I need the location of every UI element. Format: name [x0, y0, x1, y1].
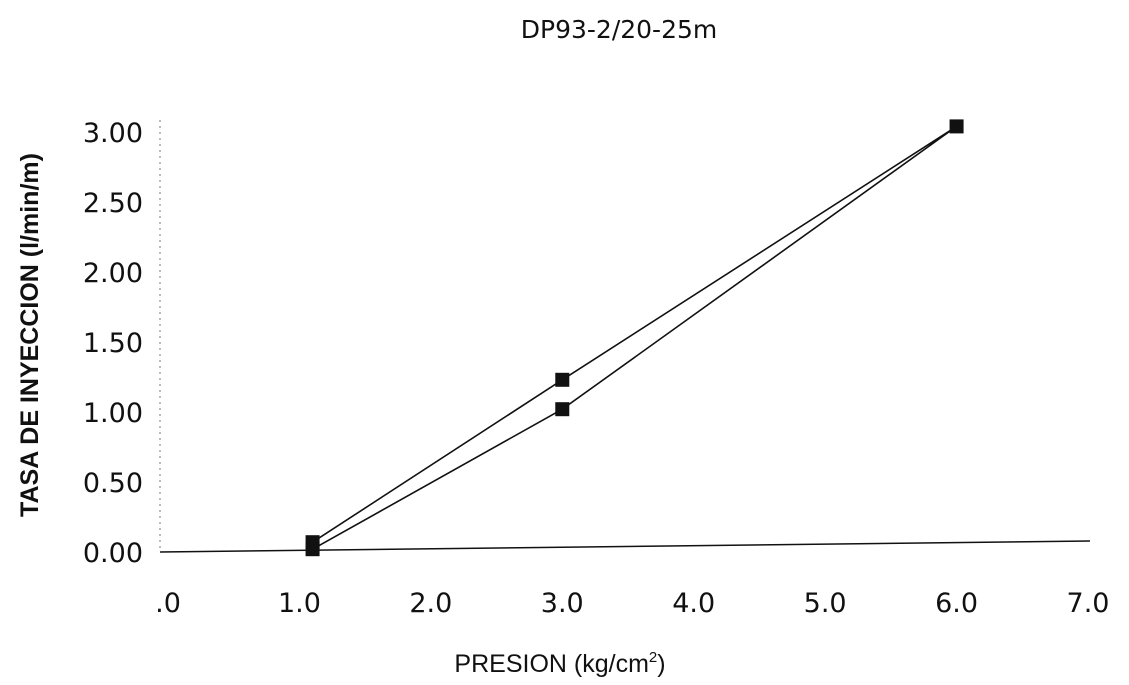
x-tick-label: 5.0	[804, 588, 847, 619]
y-tick-label: 0.50	[83, 468, 143, 499]
x-tick-label: .0	[155, 588, 181, 619]
x-tick-label: 4.0	[672, 588, 715, 619]
data-point-marker	[555, 372, 570, 387]
x-tick-label: 7.0	[1067, 588, 1110, 619]
y-tick-label: 0.00	[83, 538, 143, 569]
x-axis-title-main: PRESION (kg/cm	[454, 650, 648, 678]
y-tick-label: 2.00	[83, 258, 143, 289]
x-axis-title-suffix: )	[657, 650, 665, 678]
y-tick-label: 1.00	[83, 398, 143, 429]
x-axis-title-superscript: 2	[649, 649, 657, 666]
chart-title: DP93-2/20-25m	[521, 15, 717, 44]
y-tick-label: 2.50	[83, 188, 143, 219]
y-tick-label: 3.00	[83, 118, 143, 149]
x-tick-label: 2.0	[409, 588, 452, 619]
x-tick-label: 3.0	[541, 588, 584, 619]
y-axis-title: TASA DE INYECCION (l/min/m)	[16, 153, 44, 517]
x-tick-label: 1.0	[278, 588, 321, 619]
series-layer	[305, 119, 964, 557]
x-axis-line	[159, 540, 1091, 553]
data-point-marker	[305, 542, 320, 557]
data-point-marker	[555, 402, 570, 417]
series-line	[312, 125, 958, 550]
x-axis: .0 1.0 2.0 3.0 4.0 5.0 6.0 7.0	[155, 540, 1110, 619]
y-tick-label: 1.50	[83, 328, 143, 359]
x-tick-label: 6.0	[935, 588, 978, 619]
y-axis: 0.00 0.50 1.00 1.50 2.00 2.50 3.00	[83, 118, 161, 569]
x-axis-title: PRESION (kg/cm2)	[454, 649, 665, 678]
data-point-marker	[949, 119, 964, 134]
